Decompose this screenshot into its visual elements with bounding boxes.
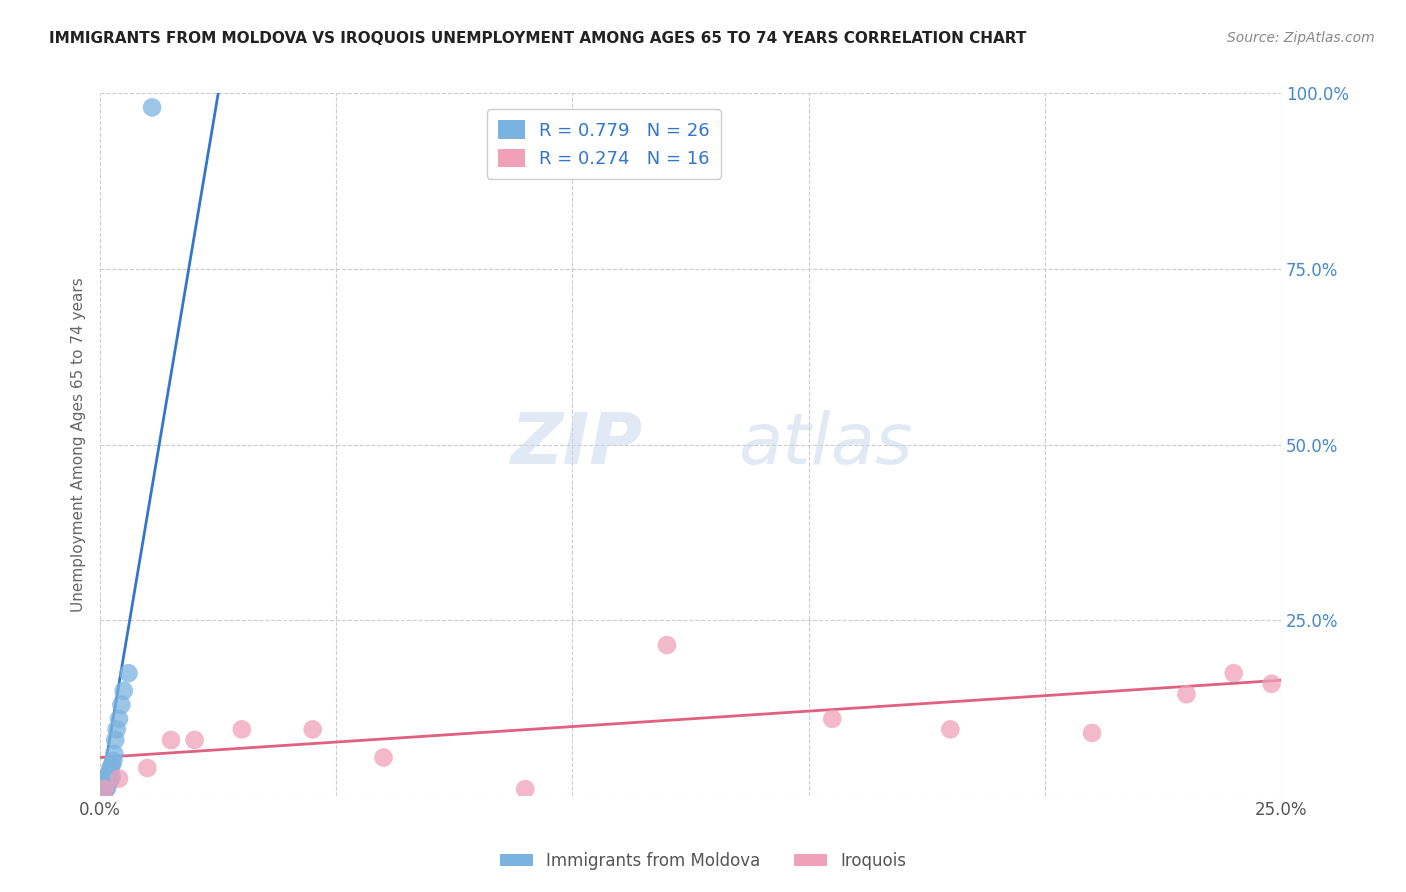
Point — [96, 780, 118, 795]
Point — [105, 723, 128, 737]
Point — [103, 754, 125, 768]
Point — [94, 783, 117, 797]
Point — [1081, 726, 1104, 740]
Point — [104, 733, 127, 747]
Text: Source: ZipAtlas.com: Source: ZipAtlas.com — [1227, 31, 1375, 45]
Point — [97, 775, 120, 789]
Point — [110, 698, 132, 712]
Point — [98, 764, 121, 779]
Y-axis label: Unemployment Among Ages 65 to 74 years: Unemployment Among Ages 65 to 74 years — [72, 277, 86, 612]
Point — [96, 776, 118, 790]
Point — [100, 772, 122, 786]
Point — [94, 782, 117, 797]
Point — [160, 733, 183, 747]
Point — [373, 750, 395, 764]
Point — [93, 786, 115, 800]
Point — [97, 768, 120, 782]
Point — [821, 712, 844, 726]
Point — [136, 761, 159, 775]
Legend: R = 0.779   N = 26, R = 0.274   N = 16: R = 0.779 N = 26, R = 0.274 N = 16 — [486, 110, 721, 178]
Point — [655, 638, 678, 652]
Text: atlas: atlas — [738, 410, 912, 479]
Point — [94, 775, 117, 789]
Point — [301, 723, 323, 737]
Point — [112, 683, 135, 698]
Point — [94, 782, 117, 797]
Point — [98, 773, 121, 788]
Point — [141, 100, 163, 114]
Point — [96, 772, 118, 786]
Point — [108, 712, 131, 726]
Point — [101, 757, 124, 772]
Point — [1260, 676, 1282, 690]
Point — [117, 666, 139, 681]
Point — [515, 782, 537, 797]
Point — [183, 733, 205, 747]
Point — [108, 772, 131, 786]
Point — [1222, 666, 1244, 681]
Point — [93, 782, 115, 797]
Point — [101, 769, 124, 783]
Point — [231, 723, 253, 737]
Text: IMMIGRANTS FROM MOLDOVA VS IROQUOIS UNEMPLOYMENT AMONG AGES 65 TO 74 YEARS CORRE: IMMIGRANTS FROM MOLDOVA VS IROQUOIS UNEM… — [49, 31, 1026, 46]
Point — [103, 747, 125, 761]
Point — [1175, 687, 1198, 701]
Point — [94, 779, 117, 793]
Point — [939, 723, 962, 737]
Legend: Immigrants from Moldova, Iroquois: Immigrants from Moldova, Iroquois — [494, 846, 912, 877]
Point — [100, 761, 122, 775]
Text: ZIP: ZIP — [510, 410, 644, 479]
